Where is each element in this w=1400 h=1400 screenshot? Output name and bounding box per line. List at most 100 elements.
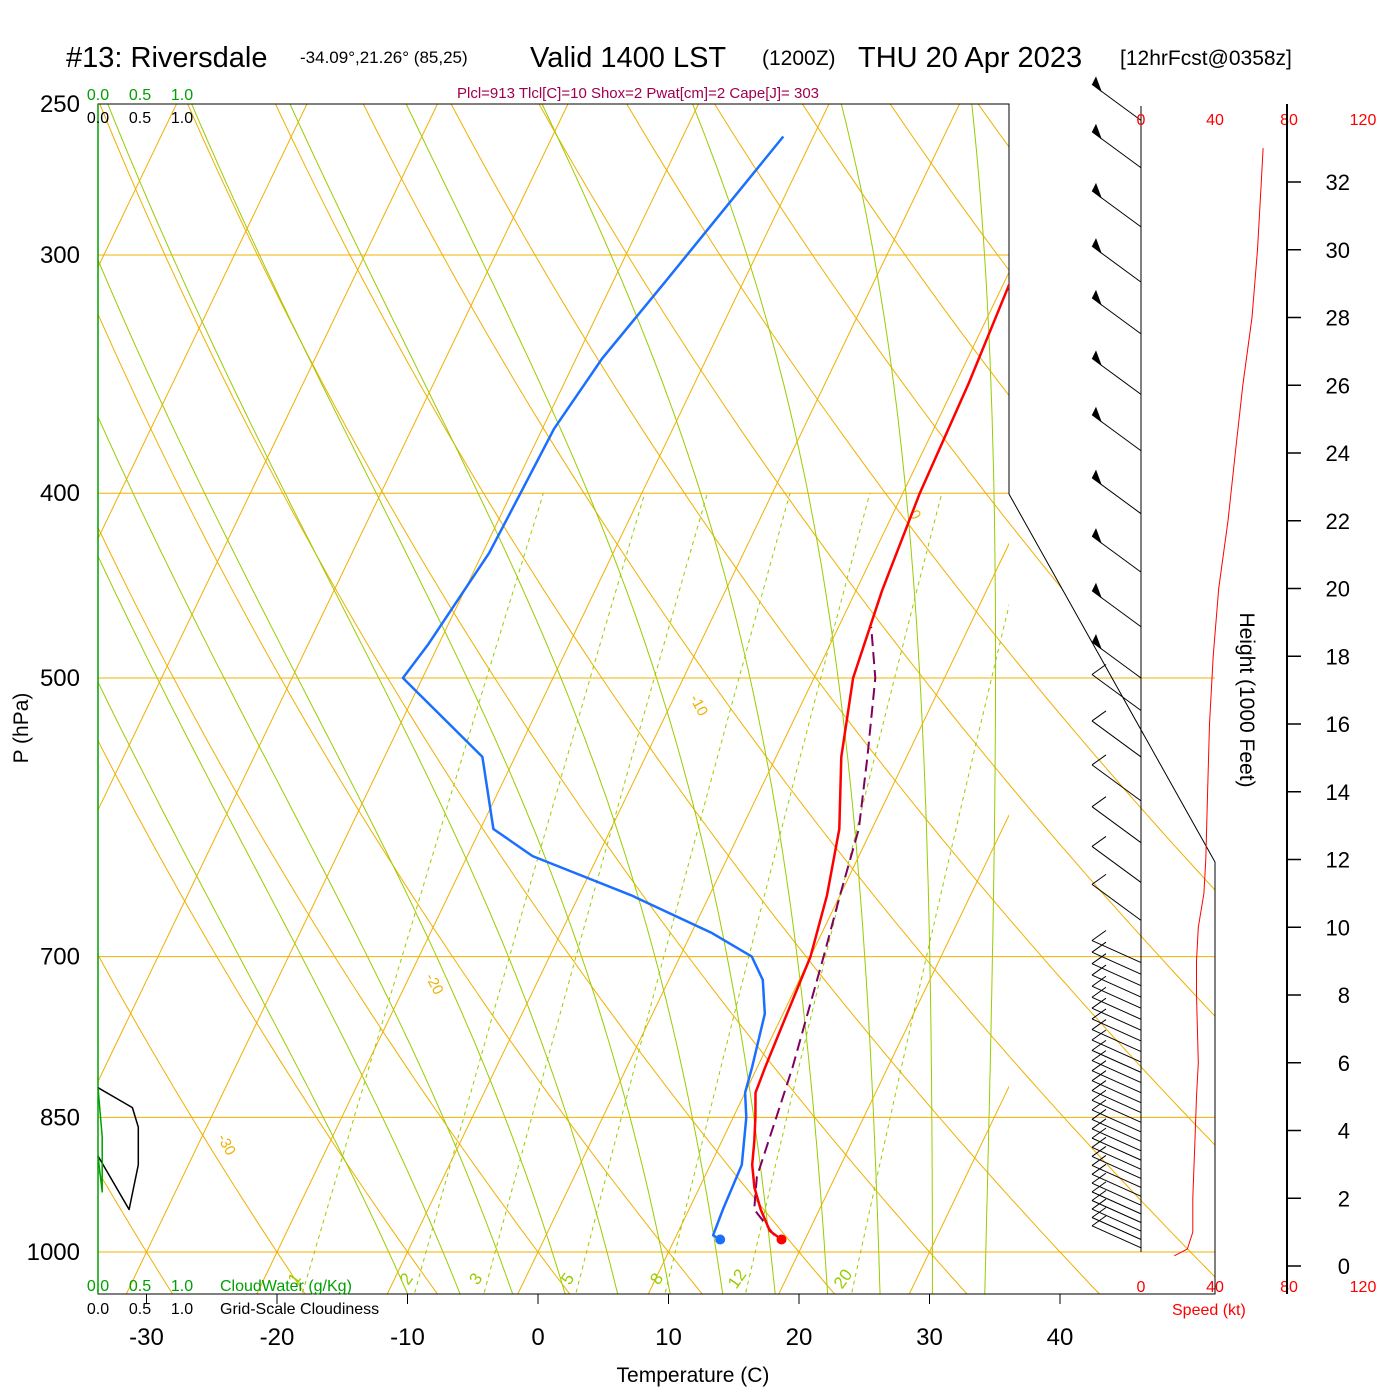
wind-barb-feather xyxy=(1091,873,1107,885)
wind-barb-flag xyxy=(1092,350,1102,367)
pressure-axis: 250 300 400 500 700 850 1000 xyxy=(27,91,80,1266)
station-coords: -34.09°,21.26° (85,25) xyxy=(300,48,468,67)
moist-adiabat-line xyxy=(98,555,461,1294)
wind-barb-feather xyxy=(1091,1029,1107,1041)
height-tick-label: 16 xyxy=(1326,712,1350,737)
wind-barb-feather xyxy=(1091,1181,1107,1193)
mixing-ratio-label: 20 xyxy=(830,1266,856,1292)
isotherm-line xyxy=(98,104,438,812)
moist-adiabat-line xyxy=(541,104,829,1294)
x-axis-label: Temperature (C) xyxy=(617,1364,770,1387)
wind-barb-flag xyxy=(1092,469,1102,486)
wind-barb-shaft xyxy=(1091,1217,1142,1240)
dry-adiabat-label: 30 xyxy=(1177,755,1212,790)
wind-barb-flag xyxy=(1092,528,1102,545)
parcel-line xyxy=(753,626,877,1236)
isotherm-label: -30 xyxy=(214,1131,239,1158)
isotherm-line xyxy=(98,104,569,1083)
wind-barb-shaft xyxy=(1091,1090,1142,1113)
wind-barb-shaft xyxy=(1091,1200,1142,1223)
temperature-tick-label: -30 xyxy=(129,1324,164,1351)
mixing-ratio-label: 8 xyxy=(646,1270,667,1289)
wind-speed-profile xyxy=(1174,148,1264,1257)
temperature-tick-label: -20 xyxy=(260,1324,295,1351)
speed-axis-label: Speed (kt) xyxy=(1172,1302,1246,1319)
height-tick-label: 4 xyxy=(1338,1119,1350,1144)
wind-speed-line xyxy=(1174,148,1264,1257)
wind-barb-feather xyxy=(1091,664,1107,675)
wind-barb-feather xyxy=(1091,1127,1107,1139)
wind-barb-feather xyxy=(1091,836,1107,847)
pressure-tick-label: 500 xyxy=(40,665,80,692)
cloudiness-tick-top: 1.0 xyxy=(171,110,193,127)
height-tick-label: 10 xyxy=(1326,915,1350,940)
wind-barb-shaft xyxy=(1091,1039,1142,1063)
moist-adiabat-line xyxy=(840,104,933,1294)
cloudwater-tick-bottom: 1.0 xyxy=(171,1278,193,1295)
wind-barb-shaft xyxy=(1091,1070,1142,1094)
height-tick-label: 22 xyxy=(1326,509,1350,534)
dry-adiabat-line xyxy=(606,104,1215,1294)
pressure-tick-label: 850 xyxy=(40,1104,80,1131)
temperature-axis: -30 -20 -10 0 10 20 30 40 xyxy=(129,1294,1073,1351)
wind-barb-feather xyxy=(1091,964,1107,976)
isotherm-line xyxy=(908,1085,1009,1294)
temperature-tick-label: 40 xyxy=(1047,1324,1074,1351)
dry-adiabat-line xyxy=(98,104,310,1294)
cloudiness-profiles xyxy=(97,1087,140,1211)
moist-adiabat-line xyxy=(98,258,566,1294)
wind-barb-shaft xyxy=(1091,1080,1142,1104)
mixing-ratio-line xyxy=(413,493,646,1294)
dry-adiabat-line xyxy=(98,104,841,1294)
speed-tick-bottom: 0 xyxy=(1137,1279,1146,1296)
cloudiness-tick-top: 0.5 xyxy=(129,110,151,127)
cloudiness-tick-top: 0.0 xyxy=(87,110,109,127)
height-tick-label: 20 xyxy=(1326,577,1350,602)
isotherm-line xyxy=(125,104,699,1294)
wind-barb-shaft xyxy=(1091,1208,1142,1232)
wind-barb-feather xyxy=(1091,997,1107,1009)
dry-adiabat-label: 10 xyxy=(1042,505,1077,540)
wind-barb-shaft xyxy=(1091,1164,1142,1188)
parcel-parameters: Plcl=913 Tlcl[C]=10 Shox=2 Pwat[cm]=2 Ca… xyxy=(457,85,819,102)
height-tick-label: 8 xyxy=(1338,983,1350,1008)
dry-adiabat-line xyxy=(433,104,1215,1294)
valid-date: THU 20 Apr 2023 xyxy=(858,42,1082,74)
dry-adiabat-line xyxy=(98,104,708,1294)
wind-barb-flag xyxy=(1092,289,1102,306)
dry-adiabat-line xyxy=(98,104,443,1294)
station-title: #13: Riversdale xyxy=(66,42,268,74)
cloudiness-tick-bottom: 0.0 xyxy=(87,1301,109,1318)
cloudiness-tick-bottom: 1.0 xyxy=(171,1301,193,1318)
cloudwater-tick-bottom: 0.5 xyxy=(129,1278,151,1295)
wind-barb-feather xyxy=(1091,796,1107,808)
wind-barb-shaft xyxy=(1091,963,1142,987)
isotherms: 10 0 -10 -20 -30 xyxy=(98,104,1400,1294)
wind-barb-shaft xyxy=(1091,720,1142,758)
wind-barb-flag xyxy=(1092,238,1102,255)
wind-barb-shaft xyxy=(1091,1029,1142,1052)
pressure-tick-label: 300 xyxy=(40,242,80,269)
y-axis-label: P (hPa) xyxy=(10,693,33,764)
cloudwater-tick-top: 0.5 xyxy=(129,87,151,104)
wind-barb-feather xyxy=(1091,1070,1107,1082)
wind-barb-flag xyxy=(1092,123,1102,140)
mixing-ratio-lines: 1 2 3 5 8 12 20 xyxy=(284,493,1009,1294)
wind-barb-shaft xyxy=(1091,1137,1142,1161)
height-tick-label: 28 xyxy=(1326,306,1350,331)
speed-tick-top: 120 xyxy=(1350,112,1377,129)
wind-barb-shaft xyxy=(1091,846,1142,883)
cloudiness-label: Grid-Scale Cloudiness xyxy=(220,1301,379,1318)
isobars xyxy=(98,103,1215,1253)
mixing-ratio-label: 12 xyxy=(724,1266,750,1292)
wind-barb-shaft xyxy=(1091,1109,1142,1133)
isotherm-label: -10 xyxy=(686,692,711,719)
height-tick-label: 12 xyxy=(1326,848,1350,873)
dry-adiabat-line xyxy=(98,104,178,1294)
wind-barb-shaft xyxy=(1091,1191,1142,1215)
wind-barb-shaft xyxy=(1091,1225,1142,1249)
isotherm-line xyxy=(1040,104,1400,1294)
wind-barb-shaft xyxy=(1091,1155,1142,1179)
sounding-profiles xyxy=(401,135,1009,1245)
wind-barb-feather xyxy=(1091,986,1107,998)
